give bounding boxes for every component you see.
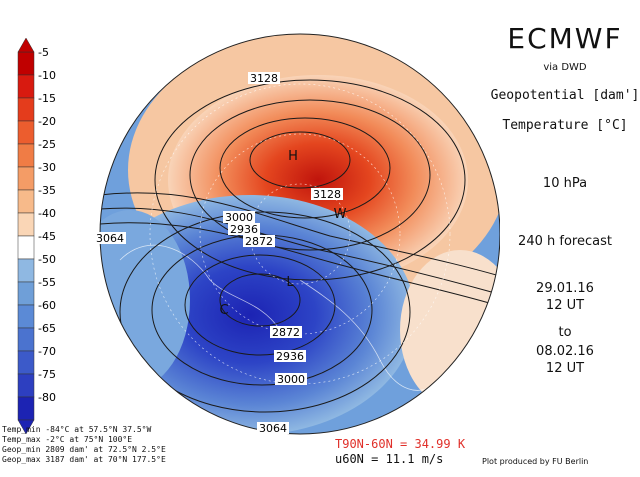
pressure-center-label: H bbox=[288, 149, 298, 164]
valid-time: 12 UT bbox=[545, 361, 585, 376]
temperature-colorbar: -5 -10 -15 -20 -25 -30 -35 -40 -45 -50 -55 -60 -65 -7… bbox=[17, 37, 56, 435]
colorbar-cell bbox=[17, 327, 35, 352]
contour-label-bg bbox=[275, 373, 307, 385]
colorbar-label: -25 bbox=[38, 138, 56, 151]
pressure-center-label: C bbox=[219, 303, 228, 318]
pressure-center-label: W bbox=[334, 207, 347, 222]
contour-label-bg bbox=[248, 72, 280, 84]
colorbar-cell bbox=[17, 51, 35, 76]
variable-geopotential: Geopotential [dam'] bbox=[490, 88, 640, 103]
colorbar-label: -45 bbox=[38, 230, 56, 243]
colorbar-cell bbox=[17, 396, 35, 421]
contour-label: 2872 bbox=[245, 235, 273, 248]
colorbar-label: -60 bbox=[38, 299, 56, 312]
zonal-wind: u60N = 11.1 m/s bbox=[335, 452, 444, 466]
source-label: via DWD bbox=[543, 62, 587, 73]
contour-label-bg bbox=[311, 188, 343, 200]
stat-geop-min: Geop_min 2809 dam' at 72.5°N 2.5°E bbox=[2, 445, 166, 454]
contour-label: 2936 bbox=[276, 350, 304, 363]
colorbar-cell bbox=[17, 350, 35, 375]
colorbar-cell bbox=[17, 258, 35, 283]
colorbar-cell bbox=[17, 189, 35, 214]
stat-geop-max: Geop_max 3187 dam' at 70°N 177.5°E bbox=[2, 455, 166, 464]
contour-label: 2872 bbox=[272, 326, 300, 339]
valid-date: 08.02.16 bbox=[536, 344, 594, 359]
colorbar-label: -75 bbox=[38, 368, 56, 381]
init-date: 29.01.16 bbox=[536, 281, 594, 296]
contour-label-bg bbox=[243, 235, 275, 247]
colorbar-label: -30 bbox=[38, 161, 56, 174]
forecast-hours: 240 h forecast bbox=[518, 234, 612, 249]
colorbar-cell bbox=[17, 304, 35, 329]
contour-label-bg bbox=[94, 232, 126, 244]
to-label: to bbox=[558, 325, 572, 340]
contour-label: 3064 bbox=[259, 422, 287, 435]
colorbar-label: -50 bbox=[38, 253, 56, 266]
temperature-difference: T90N-60N = 34.99 K bbox=[335, 437, 466, 451]
colorbar-cell bbox=[17, 120, 35, 145]
colorbar-arrow-up bbox=[17, 37, 35, 53]
contour-label: 2936 bbox=[230, 223, 258, 236]
contour-label: 3128 bbox=[313, 188, 341, 201]
contour-label-bg bbox=[257, 422, 289, 434]
model-title: ECMWF bbox=[507, 22, 623, 55]
contour-label: 3000 bbox=[277, 373, 305, 386]
contour-label-bg bbox=[274, 350, 306, 362]
colorbar-cell bbox=[17, 74, 35, 99]
contour-label-bg bbox=[228, 223, 260, 235]
variable-temperature: Temperature [°C] bbox=[502, 118, 628, 133]
colorbar-label: -15 bbox=[38, 92, 56, 105]
colorbar-label: -20 bbox=[38, 115, 56, 128]
colorbar-cell bbox=[17, 166, 35, 191]
init-time: 12 UT bbox=[545, 298, 585, 313]
colorbar-cell bbox=[17, 143, 35, 168]
contour-label: 3128 bbox=[250, 72, 278, 85]
colorbar-label: -55 bbox=[38, 276, 56, 289]
contour-label-bg bbox=[270, 326, 302, 338]
colorbar-arrow-down bbox=[17, 419, 35, 435]
colorbar-cell bbox=[17, 373, 35, 398]
colorbar-cell bbox=[17, 281, 35, 306]
polar-map: 3128312830002936287230642872293630003064… bbox=[94, 33, 500, 435]
credit-text: Plot produced by FU Berlin bbox=[482, 457, 589, 466]
colorbar-cell bbox=[17, 235, 35, 260]
colorbar-label: -65 bbox=[38, 322, 56, 335]
colorbar-label: -10 bbox=[38, 69, 56, 82]
pressure-center-label: L bbox=[286, 275, 294, 290]
pressure-level: 10 hPa bbox=[542, 176, 588, 191]
colorbar-label: -80 bbox=[38, 391, 56, 404]
colorbar-label: -35 bbox=[38, 184, 56, 197]
colorbar-label: -5 bbox=[38, 46, 49, 59]
contour-label-bg bbox=[223, 211, 255, 223]
contour-label: 3064 bbox=[96, 232, 124, 245]
stat-temp-max: Temp_max -2°C at 75°N 100°E bbox=[2, 435, 133, 444]
contour-label: 3000 bbox=[225, 211, 253, 224]
extremes-stats: Temp_min -84°C at 57.5°N 37.5°W Temp_max… bbox=[2, 425, 166, 465]
colorbar-cell bbox=[17, 212, 35, 237]
stat-temp-min: Temp_min -84°C at 57.5°N 37.5°W bbox=[2, 425, 152, 434]
colorbar-label: -40 bbox=[38, 207, 56, 220]
colorbar-label: -70 bbox=[38, 345, 56, 358]
colorbar-cell bbox=[17, 97, 35, 122]
